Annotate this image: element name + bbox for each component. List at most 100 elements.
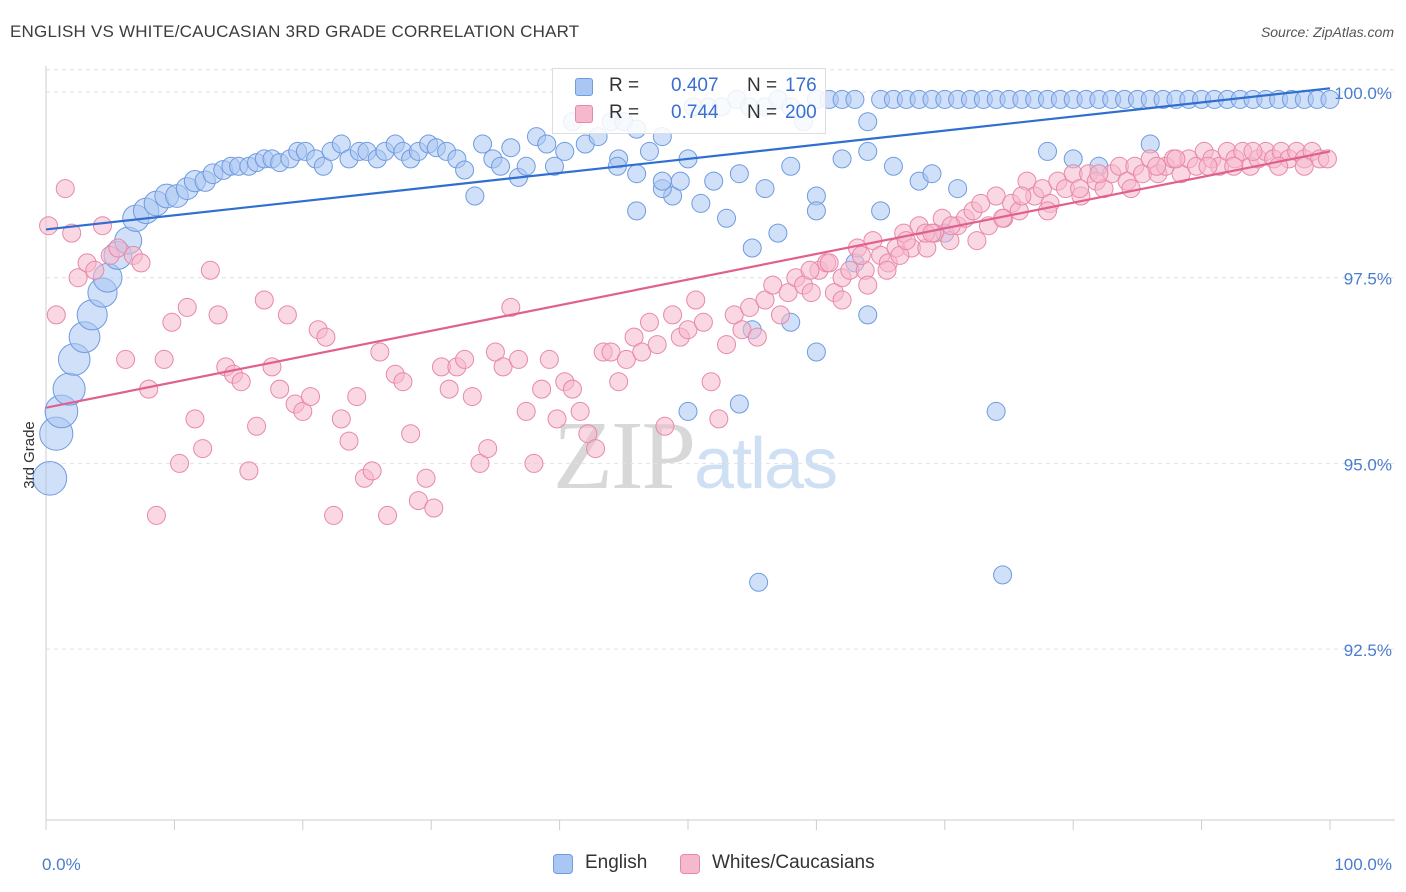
data-point bbox=[562, 379, 582, 399]
data-point bbox=[967, 231, 987, 251]
data-point bbox=[324, 505, 344, 525]
x-tick-label: 0.0% bbox=[42, 855, 81, 874]
data-point bbox=[1166, 149, 1186, 169]
data-point bbox=[1317, 149, 1337, 169]
data-point bbox=[601, 342, 621, 362]
data-point bbox=[439, 379, 459, 399]
data-point bbox=[740, 297, 760, 317]
data-point bbox=[729, 394, 749, 414]
data-point bbox=[1198, 156, 1218, 176]
data-point bbox=[993, 565, 1013, 585]
data-point bbox=[845, 89, 865, 109]
y-tick-label: 100.0% bbox=[1334, 84, 1392, 103]
data-point bbox=[732, 320, 752, 340]
data-point bbox=[858, 141, 878, 161]
data-point bbox=[717, 335, 737, 355]
legend-r-label: R = bbox=[609, 102, 640, 123]
data-point bbox=[146, 505, 166, 525]
data-point bbox=[747, 327, 767, 347]
stats-legend: R = 0.407 N = 176 R = 0.744 N = 200 bbox=[552, 68, 826, 134]
data-point bbox=[883, 156, 903, 176]
data-point bbox=[524, 453, 544, 473]
data-point bbox=[424, 498, 444, 518]
data-point bbox=[749, 572, 769, 592]
data-point bbox=[547, 409, 567, 429]
data-point bbox=[509, 349, 529, 369]
data-point bbox=[709, 409, 729, 429]
data-point bbox=[362, 461, 382, 481]
data-point bbox=[516, 156, 536, 176]
data-point bbox=[200, 260, 220, 280]
legend-label-whites: Whites/Caucasians bbox=[712, 852, 875, 873]
data-point bbox=[616, 349, 636, 369]
data-point bbox=[986, 401, 1006, 421]
source-label: Source: ZipAtlas.com bbox=[1260, 24, 1394, 40]
data-point bbox=[627, 201, 647, 221]
legend-swatch-english bbox=[575, 78, 593, 96]
data-point bbox=[686, 290, 706, 310]
data-point bbox=[755, 290, 775, 310]
data-point bbox=[347, 387, 367, 407]
data-point bbox=[485, 342, 505, 362]
data-point bbox=[778, 283, 798, 303]
data-point bbox=[231, 372, 251, 392]
legend-r-value: 0.744 bbox=[671, 102, 719, 123]
data-point bbox=[971, 193, 991, 213]
data-point bbox=[1038, 141, 1058, 161]
data-point bbox=[254, 290, 274, 310]
data-point bbox=[578, 424, 598, 444]
data-point bbox=[832, 149, 852, 169]
legend-n-value: 200 bbox=[785, 102, 817, 123]
data-point bbox=[663, 305, 683, 325]
data-point bbox=[270, 379, 290, 399]
data-point bbox=[532, 379, 552, 399]
data-point bbox=[55, 179, 75, 199]
data-point bbox=[39, 216, 59, 236]
data-point bbox=[858, 305, 878, 325]
data-point bbox=[537, 134, 557, 154]
data-point bbox=[655, 416, 675, 436]
data-point bbox=[851, 245, 871, 265]
data-point bbox=[806, 342, 826, 362]
data-point bbox=[819, 253, 839, 273]
data-point bbox=[544, 156, 564, 176]
data-point bbox=[693, 312, 713, 332]
data-point bbox=[806, 201, 826, 221]
data-point bbox=[678, 320, 698, 340]
data-point bbox=[247, 416, 267, 436]
data-point bbox=[639, 141, 659, 161]
data-point bbox=[470, 453, 490, 473]
data-point bbox=[473, 134, 493, 154]
tick-labels: 100.0% 97.5% 95.0% 92.5% 0.0% 100.0% bbox=[42, 84, 1392, 874]
legend-n-label: N = bbox=[747, 75, 778, 96]
data-point bbox=[858, 112, 878, 132]
data-point bbox=[277, 305, 297, 325]
data-point bbox=[116, 349, 136, 369]
trend-line-whites bbox=[45, 150, 1331, 409]
data-point bbox=[691, 193, 711, 213]
data-point bbox=[632, 342, 652, 362]
data-point bbox=[755, 179, 775, 199]
data-point bbox=[624, 327, 644, 347]
data-point bbox=[239, 461, 259, 481]
data-point bbox=[501, 138, 521, 158]
data-point bbox=[491, 156, 511, 176]
data-point bbox=[1038, 201, 1058, 221]
y-tick-label: 95.0% bbox=[1344, 455, 1392, 474]
data-point bbox=[1243, 141, 1263, 161]
data-point bbox=[408, 491, 428, 511]
data-point bbox=[763, 275, 783, 295]
data-point bbox=[609, 372, 629, 392]
chart-title: ENGLISH VS WHITE/CAUCASIAN 3RD GRADE COR… bbox=[10, 22, 580, 41]
data-point bbox=[455, 160, 475, 180]
data-point bbox=[724, 305, 744, 325]
legend-label-english: English bbox=[585, 852, 648, 873]
whites-points bbox=[39, 141, 1337, 525]
data-point bbox=[516, 401, 536, 421]
data-point bbox=[1121, 179, 1141, 199]
data-point bbox=[293, 401, 313, 421]
data-point bbox=[301, 387, 321, 407]
legend-r-label: R = bbox=[609, 75, 640, 96]
data-point bbox=[313, 156, 333, 176]
data-point bbox=[768, 223, 788, 243]
